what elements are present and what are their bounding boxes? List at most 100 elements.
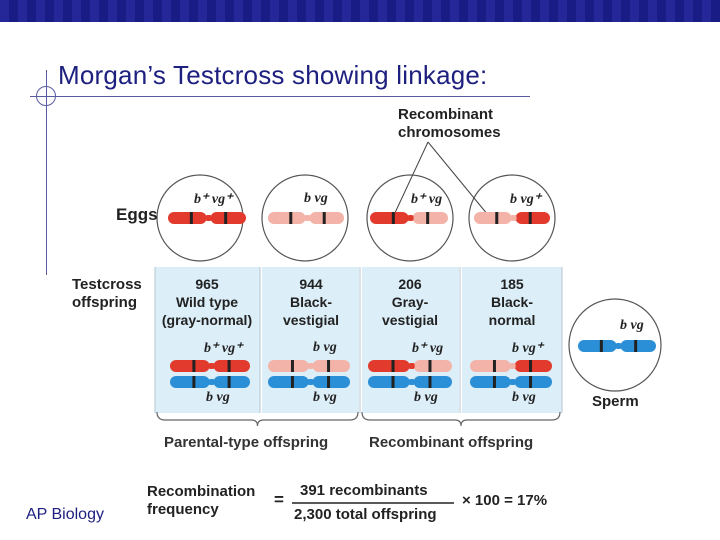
- title-underline: [30, 96, 530, 97]
- offspring-type-3b: vestigial: [381, 312, 439, 328]
- eggs-label: Eggs: [116, 205, 158, 224]
- egg-chromosome-4-centromere: [510, 215, 517, 221]
- egg-chromosome-2-left-arm: [268, 212, 306, 224]
- egg-chromosome-2-right-arm: [309, 212, 344, 224]
- offspring-bottom-chromosome-3-centromere: [408, 379, 415, 385]
- offspring-bottom-chromosome-2-band-vg: [327, 376, 331, 388]
- recombinant-pointer-left: [393, 141, 429, 216]
- sperm-chromosome-right-arm: [620, 340, 656, 352]
- egg-genes-3: b⁺ vg: [411, 192, 443, 207]
- offspring-bottom-chromosome-4-left-arm: [470, 376, 511, 388]
- offspring-count-2: 944: [299, 276, 323, 292]
- formula-denominator: 2,300 total offspring: [294, 506, 437, 523]
- footer-course-label: AP Biology: [26, 506, 104, 523]
- offspring-bottom-genes-4: b vg: [512, 390, 536, 405]
- egg-chromosome-3-band-vg: [426, 212, 430, 224]
- egg-chromosome-3-left-arm: [370, 212, 409, 224]
- offspring-bottom-genes-3: b vg: [414, 390, 438, 405]
- egg-chromosome-3-centromere: [407, 215, 414, 221]
- testcross-offspring-label-2: offspring: [72, 294, 137, 311]
- offspring-bottom-chromosome-4-band-vg: [529, 376, 533, 388]
- offspring-bottom-chromosome-1-left-arm: [170, 376, 210, 388]
- offspring-panel-2: [262, 267, 359, 413]
- offspring-top-chromosome-3-band-b: [391, 360, 395, 372]
- egg-chromosome-4-band-b: [495, 212, 499, 224]
- testcross-offspring-label-1: Testcross: [72, 276, 142, 293]
- egg-genes-4: b vg⁺: [510, 192, 542, 207]
- sperm-genes: b vg: [620, 318, 644, 333]
- egg-chromosome-2-band-b: [289, 212, 293, 224]
- offspring-bottom-chromosome-1-band-vg: [227, 376, 231, 388]
- recombinant-pointer-right: [427, 141, 489, 216]
- offspring-bottom-chromosome-2-right-arm: [312, 376, 350, 388]
- top-banner-pattern: [0, 0, 720, 22]
- offspring-top-chromosome-2-left-arm: [268, 360, 309, 372]
- offspring-top-genes-4: b vg⁺: [512, 341, 544, 356]
- parental-bracket: [156, 411, 359, 427]
- offspring-top-genes-1: b⁺ vg⁺: [204, 341, 243, 356]
- offspring-bottom-chromosome-3-band-b: [391, 376, 395, 388]
- offspring-top-chromosome-1-left-arm: [170, 360, 210, 372]
- offspring-top-chromosome-3-band-vg: [428, 360, 432, 372]
- offspring-count-1: 965: [195, 276, 219, 292]
- parental-offspring-label: Parental-type offspring: [164, 434, 329, 451]
- offspring-type-4a: Black-: [490, 294, 534, 310]
- offspring-top-chromosome-2-centromere: [307, 363, 314, 369]
- egg-chromosome-1-left-arm: [168, 212, 207, 224]
- offspring-top-chromosome-1-band-vg: [227, 360, 231, 372]
- offspring-bottom-chromosome-3-right-arm: [413, 376, 452, 388]
- offspring-top-chromosome-1-centromere: [208, 363, 215, 369]
- offspring-top-chromosome-4-left-arm: [470, 360, 511, 372]
- offspring-bottom-genes-1: b vg: [206, 390, 230, 405]
- offspring-top-chromosome-4-right-arm: [514, 360, 552, 372]
- offspring-top-chromosome-4-band-b: [492, 360, 496, 372]
- offspring-panel-1: [155, 267, 260, 413]
- recombinant-offspring-label: Recombinant offspring: [369, 434, 534, 451]
- egg-genes-1: b⁺ vg⁺: [194, 192, 233, 207]
- offspring-bottom-chromosome-1-right-arm: [213, 376, 250, 388]
- offspring-top-chromosome-3-centromere: [408, 363, 415, 369]
- recombinant-chromosomes-label-2: chromosomes: [398, 124, 501, 141]
- offspring-top-chromosome-1-band-b: [192, 360, 196, 372]
- offspring-bottom-chromosome-4-band-b: [492, 376, 496, 388]
- formula-numerator: 391 recombinants: [300, 482, 428, 499]
- offspring-type-4b: normal: [488, 312, 536, 328]
- offspring-type-1a: Wild type: [175, 294, 239, 310]
- egg-genes-2: b vg: [304, 191, 328, 206]
- slide-title: Morgan’s Testcross showing linkage:: [58, 60, 488, 90]
- offspring-type-3a: Gray-: [391, 294, 429, 310]
- recombinant-chromosomes-label-1: Recombinant: [398, 106, 494, 123]
- egg-chromosome-4-left-arm: [474, 212, 512, 224]
- offspring-bottom-chromosome-3-left-arm: [368, 376, 410, 388]
- offspring-top-chromosome-4-band-vg: [529, 360, 533, 372]
- offspring-top-chromosome-4-centromere: [509, 363, 516, 369]
- offspring-panel-3: [362, 267, 459, 413]
- offspring-bottom-chromosome-1-band-b: [192, 376, 196, 388]
- offspring-count-4: 185: [500, 276, 524, 292]
- formula-lhs-1: Recombination: [147, 483, 256, 500]
- formula-equals: =: [274, 490, 284, 509]
- offspring-bottom-chromosome-3-band-vg: [428, 376, 432, 388]
- offspring-top-chromosome-1-right-arm: [213, 360, 250, 372]
- egg-chromosome-4-right-arm: [515, 212, 550, 224]
- offspring-bottom-genes-2: b vg: [313, 390, 337, 405]
- sperm-chromosome-centromere: [615, 343, 622, 349]
- offspring-top-genes-3: b⁺ vg: [412, 341, 444, 356]
- crosshair-ornament: [36, 86, 56, 106]
- offspring-panel-4: [462, 267, 562, 413]
- egg-chromosome-2-band-vg: [322, 212, 326, 224]
- offspring-bottom-chromosome-2-left-arm: [268, 376, 309, 388]
- sperm-chromosome-left-arm: [578, 340, 617, 352]
- egg-chromosome-2-centromere: [304, 215, 311, 221]
- offspring-top-chromosome-2-band-vg: [327, 360, 331, 372]
- offspring-bottom-chromosome-4-right-arm: [514, 376, 552, 388]
- sperm-chromosome-band-b: [599, 340, 603, 352]
- egg-chromosome-1-right-arm: [210, 212, 246, 224]
- egg-chromosome-1-band-vg: [224, 212, 228, 224]
- offspring-top-chromosome-3-left-arm: [368, 360, 410, 372]
- offspring-bottom-chromosome-2-band-b: [290, 376, 294, 388]
- sperm-label: Sperm: [592, 393, 639, 410]
- formula-result: × 100 = 17%: [462, 492, 548, 509]
- offspring-bottom-chromosome-4-centromere: [509, 379, 516, 385]
